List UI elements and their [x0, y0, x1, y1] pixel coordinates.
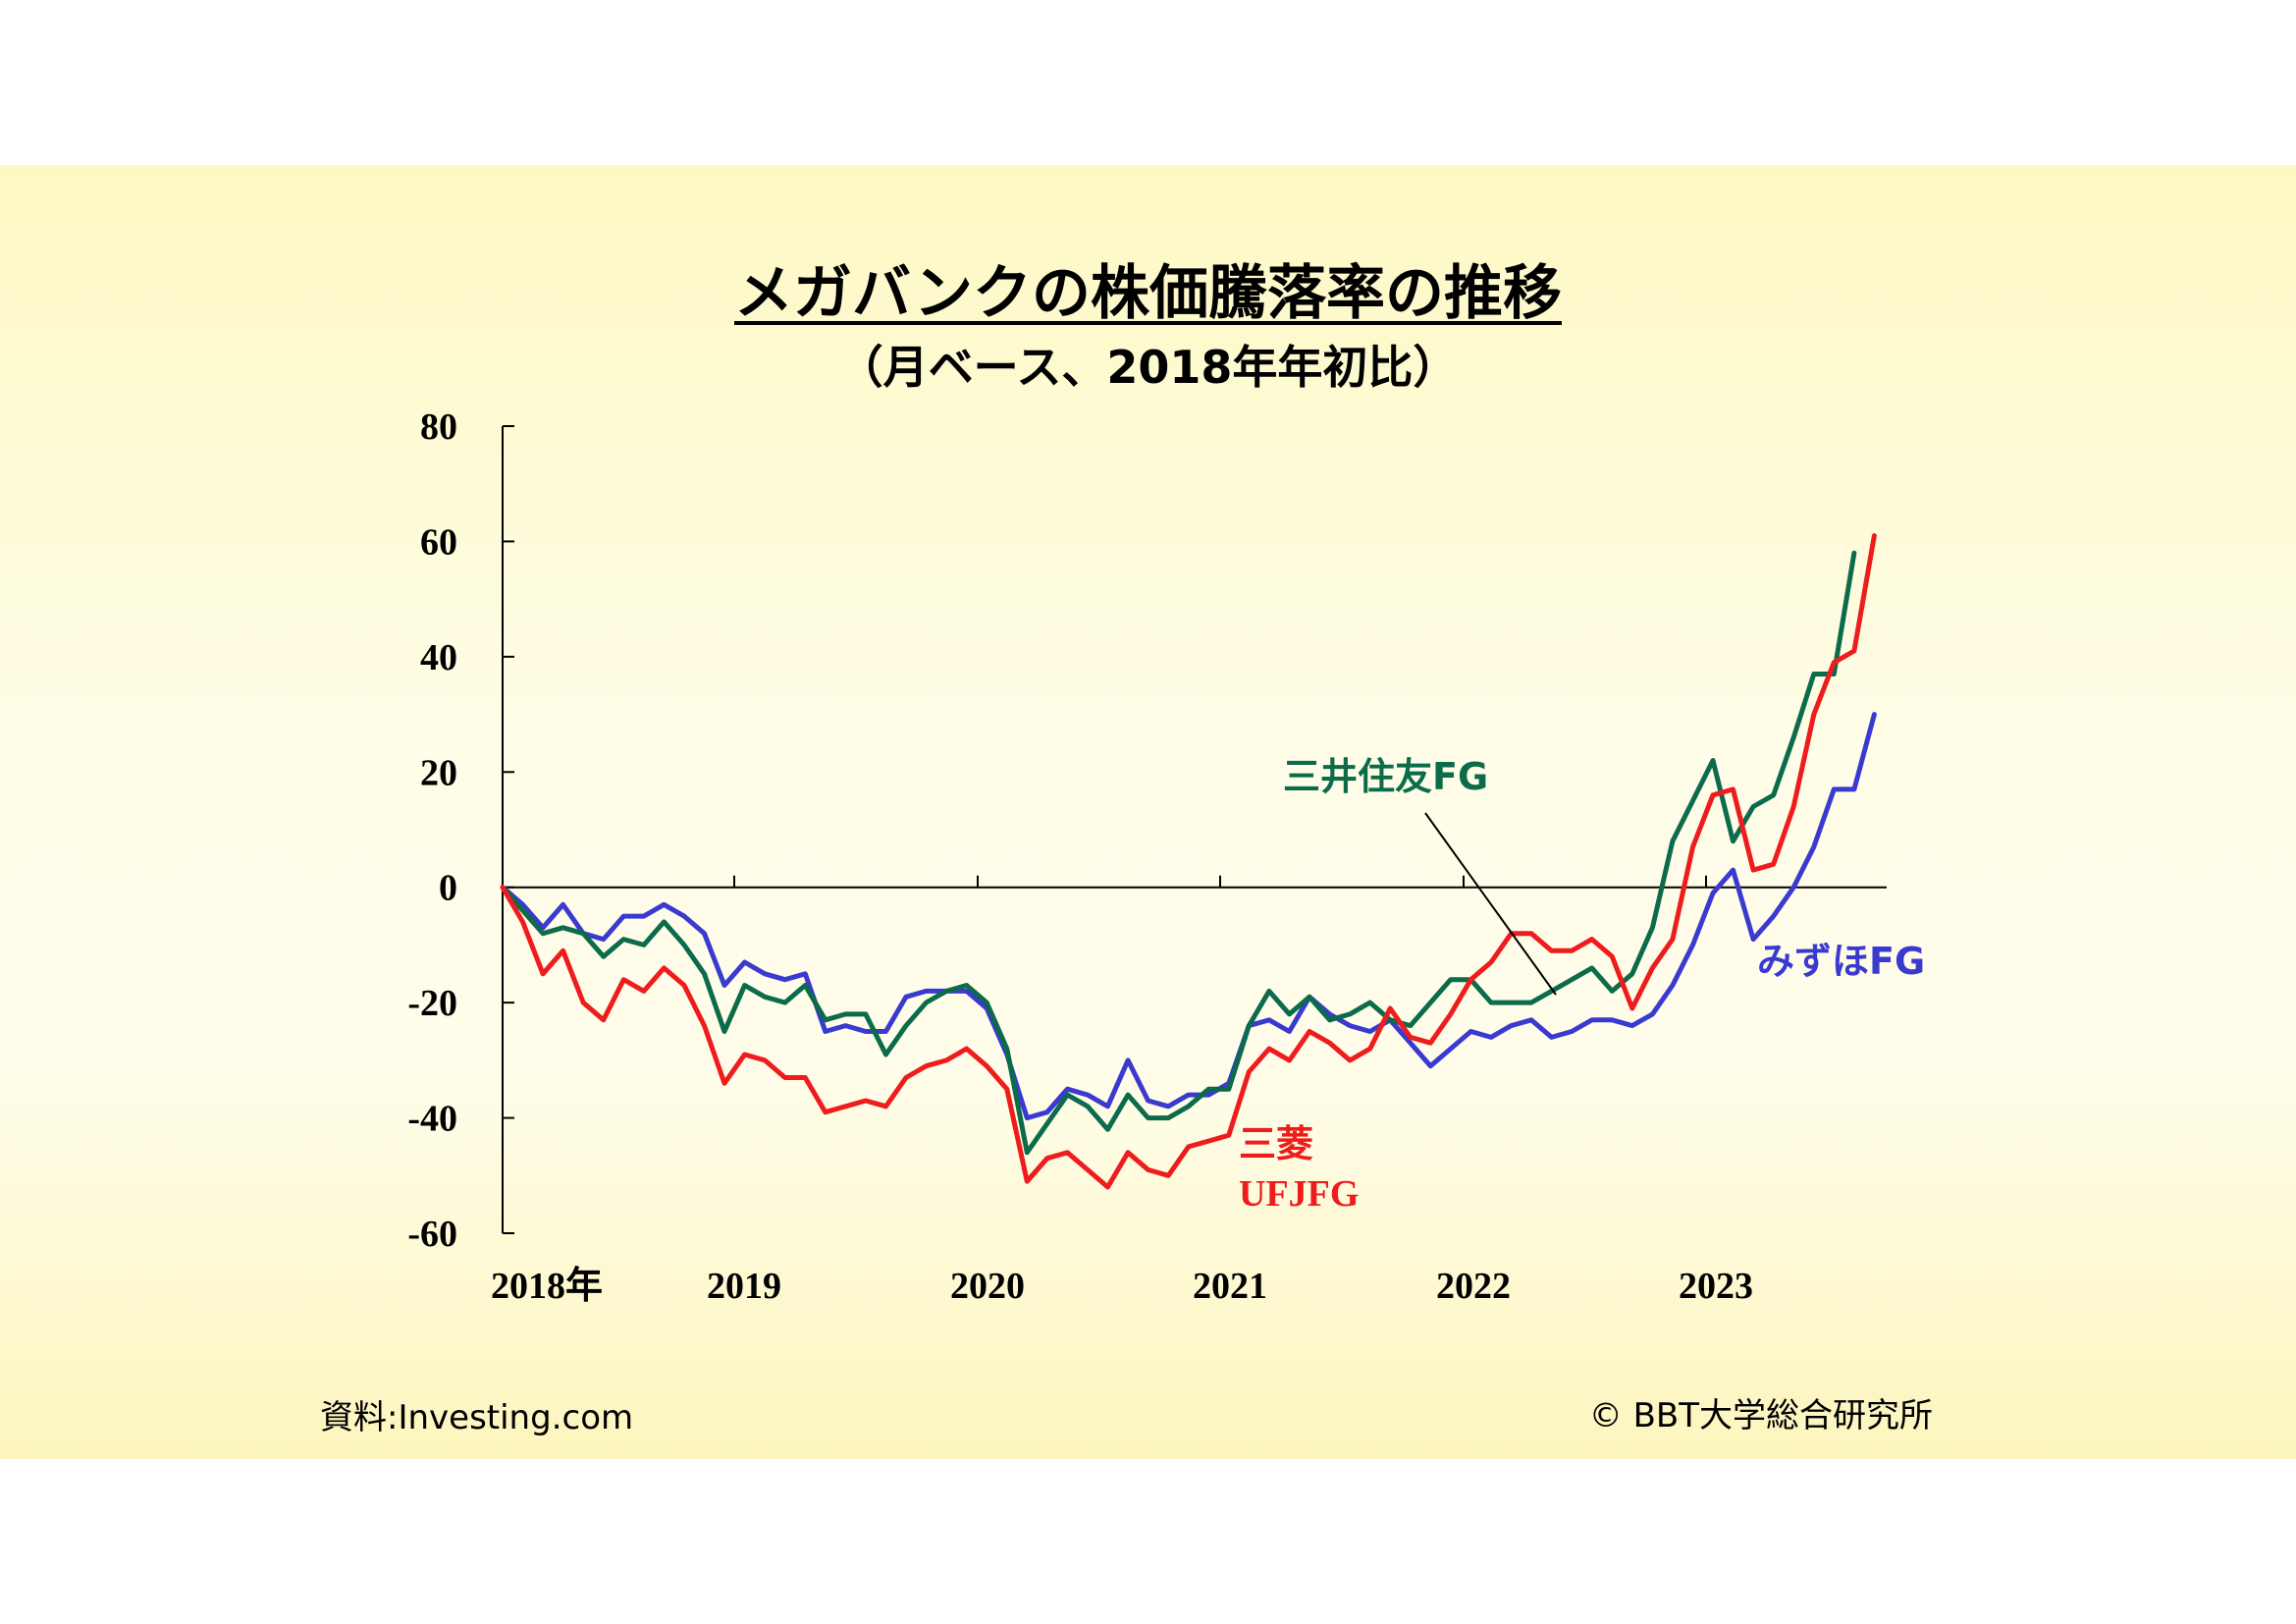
series-line-mizuho: [500, 712, 1877, 1121]
series-line-mufg: [500, 533, 1877, 1190]
chart-subtitle: （月ベース、2018年年初比）: [837, 341, 1459, 394]
x-tick-label: 2021: [1193, 1266, 1267, 1307]
x-tick-label: 2020: [950, 1266, 1025, 1307]
tick-labels: 80 60 40 20 0 -20 -40 -60 2018年 2019 2020 2021 2022 2…: [407, 406, 1753, 1307]
chart-title: メガバンクの株価騰落率の推移: [734, 259, 1562, 328]
y-tick-label: 60: [420, 521, 457, 563]
series-label-mufg-line2: UFJFG: [1239, 1173, 1359, 1215]
copyright-note: © BBT大学総合研究所: [1588, 1396, 1933, 1435]
y-tick-label: 80: [420, 406, 457, 448]
smfg-leader-line: [1424, 812, 1557, 996]
chart-axes: [502, 425, 1887, 1234]
series-label-mufg-line1: 三菱: [1239, 1122, 1313, 1165]
x-tick-label: 2019: [707, 1266, 781, 1307]
y-tick-label: -20: [407, 983, 457, 1024]
x-tick-label: 2023: [1679, 1266, 1753, 1307]
series-line-smfg: [500, 550, 1857, 1156]
y-tick-label: -40: [407, 1099, 457, 1140]
source-note: 資料:Investing.com: [320, 1398, 634, 1437]
chart-lines: [500, 533, 1877, 1190]
y-tick-label: 40: [420, 637, 457, 678]
series-label-smfg: 三井住友FG: [1283, 755, 1488, 798]
series-label-mizuho: みずほFG: [1757, 940, 1925, 983]
y-tick-label: 0: [439, 868, 457, 909]
x-tick-label: 2022: [1436, 1266, 1511, 1307]
x-tick-label: 2018年: [491, 1266, 603, 1307]
slide-background: [0, 165, 2296, 1459]
y-tick-label: 20: [420, 752, 457, 793]
y-tick-label: -60: [407, 1214, 457, 1255]
